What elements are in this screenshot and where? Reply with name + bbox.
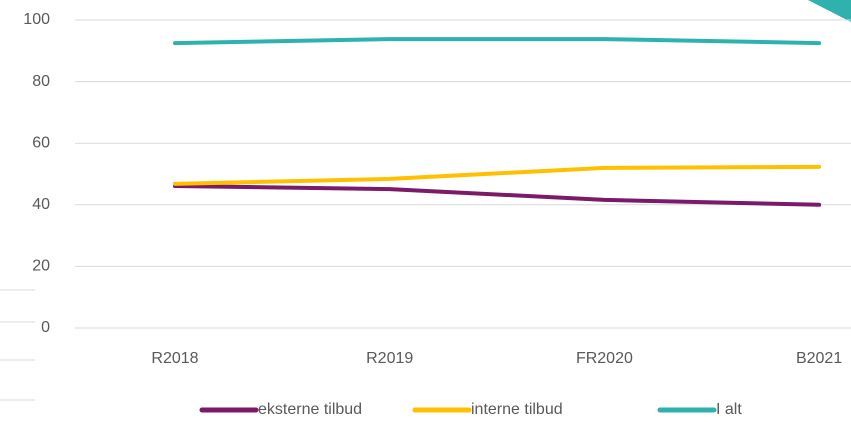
y-tick-label: 80: [32, 73, 50, 90]
y-tick-label: 60: [32, 134, 50, 151]
y-tick-label: 100: [23, 11, 50, 28]
series-line: [173, 37, 822, 46]
x-tick-label: B2021: [796, 350, 842, 367]
x-tick-label: R2019: [366, 350, 413, 367]
x-tick-label: R2018: [151, 350, 198, 367]
legend-label: eksterne tilbud: [258, 401, 362, 418]
series-line: [173, 164, 822, 186]
y-tick-label: 0: [41, 319, 50, 336]
series-line: [173, 184, 822, 207]
legend-label: I alt: [716, 401, 742, 418]
decor-triangle: [808, 0, 851, 22]
y-tick-label: 20: [32, 258, 50, 275]
y-tick-label: 40: [32, 196, 50, 213]
legend-label: interne tilbud: [471, 401, 563, 418]
x-tick-label: FR2020: [576, 350, 633, 367]
